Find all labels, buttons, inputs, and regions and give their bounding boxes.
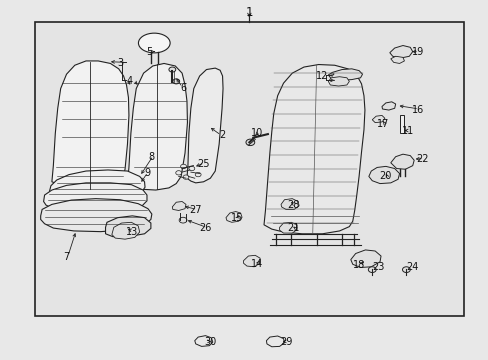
Text: 12: 12 [316,71,328,81]
Text: 22: 22 [415,154,428,164]
Polygon shape [279,222,297,233]
Polygon shape [243,255,260,267]
Text: 8: 8 [148,152,155,162]
Text: 24: 24 [406,262,418,272]
Polygon shape [328,69,362,80]
Text: 3: 3 [117,58,123,68]
Polygon shape [371,116,384,123]
Polygon shape [350,250,380,267]
Text: 18: 18 [352,260,365,270]
Polygon shape [49,170,145,199]
Circle shape [183,175,188,179]
Text: 19: 19 [410,47,423,57]
FancyBboxPatch shape [35,22,463,316]
Circle shape [402,267,409,273]
Text: 23: 23 [372,262,384,272]
Text: 27: 27 [189,206,202,216]
Text: 15: 15 [230,213,243,222]
Polygon shape [328,77,348,86]
Polygon shape [172,202,185,211]
Polygon shape [368,166,399,184]
Polygon shape [43,183,147,212]
Circle shape [168,67,175,72]
Circle shape [172,79,179,84]
Text: 28: 28 [286,200,299,210]
Text: 17: 17 [377,120,389,129]
Text: 29: 29 [279,337,291,347]
Polygon shape [390,56,404,63]
Text: 6: 6 [180,83,186,93]
Circle shape [180,164,186,168]
Polygon shape [105,216,151,237]
Polygon shape [381,102,395,110]
Text: 2: 2 [219,130,225,140]
Polygon shape [186,68,223,183]
Text: 7: 7 [63,252,69,262]
Polygon shape [264,64,364,234]
Text: 11: 11 [401,126,413,136]
Polygon shape [266,336,284,347]
Polygon shape [225,212,242,222]
Text: 16: 16 [410,105,423,115]
Circle shape [245,139,254,145]
Text: 30: 30 [204,337,216,347]
Polygon shape [194,336,212,346]
Text: 5: 5 [146,46,152,57]
Text: 25: 25 [196,159,209,169]
Circle shape [367,267,375,273]
Polygon shape [52,61,129,189]
Circle shape [188,166,194,171]
Text: 26: 26 [199,224,211,233]
Circle shape [195,172,201,177]
Circle shape [179,217,186,223]
Text: 13: 13 [126,227,138,237]
Text: 14: 14 [250,259,262,269]
Ellipse shape [138,33,170,53]
Text: 20: 20 [379,171,391,181]
Circle shape [175,171,181,175]
Text: 1: 1 [245,6,253,19]
Polygon shape [281,199,299,210]
Bar [399,116,404,133]
Polygon shape [390,154,413,169]
Text: 4: 4 [126,76,133,86]
Text: 21: 21 [286,224,299,233]
Polygon shape [41,199,152,231]
Text: 10: 10 [250,129,262,138]
Text: 9: 9 [143,168,150,178]
Polygon shape [389,45,412,58]
Polygon shape [112,222,140,239]
Polygon shape [127,63,187,190]
